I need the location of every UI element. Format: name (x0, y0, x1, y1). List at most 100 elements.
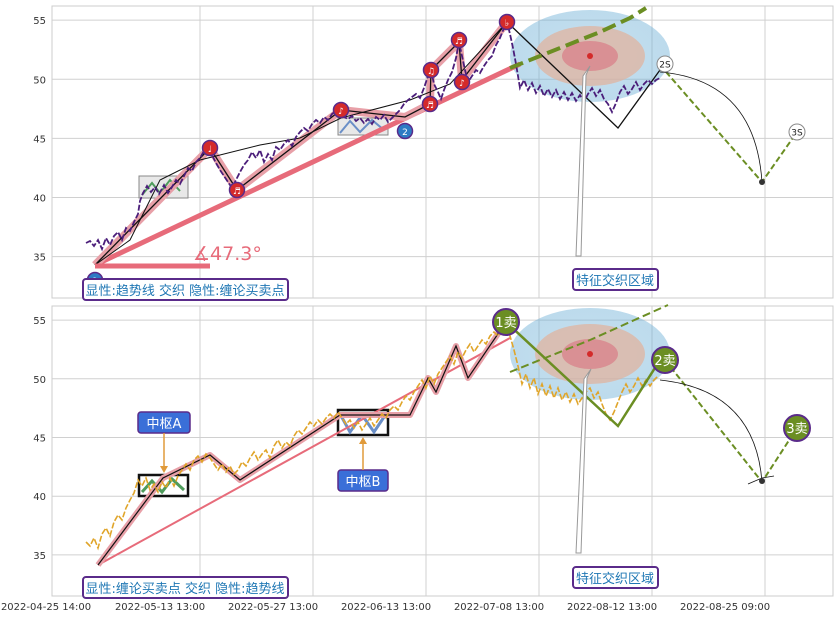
y-tick-label: 40 (33, 492, 46, 503)
top-forecast-arc (659, 71, 763, 183)
top-marker-label: ♩ (208, 145, 212, 155)
bottom-plot-area (51, 305, 834, 597)
top-marker: ♭ (498, 13, 516, 31)
top-marker: ♬ (421, 95, 439, 113)
y-tick-label: 50 (33, 75, 46, 86)
sell-point-marker: 1卖 (492, 308, 520, 336)
top-marker-label: ♬ (455, 37, 463, 47)
top-marker-label: ♪ (338, 107, 344, 117)
top-marker-dot (421, 95, 439, 113)
y-tick-label: 55 (33, 16, 46, 27)
top-marker-label: ♫ (427, 67, 435, 77)
top-forecast-dot (788, 123, 806, 141)
bottom-price-series (85, 322, 659, 551)
sell-point-dot (651, 346, 679, 374)
sell-point-label: 3卖 (786, 422, 807, 437)
y-tick-label: 50 (33, 375, 46, 386)
top-marker-label: ♬ (426, 101, 434, 111)
top-marker-label: ♪ (459, 79, 465, 89)
top-marker-label: 2 (402, 128, 408, 138)
angle-label: ∡47.3° (193, 243, 262, 265)
top-trend-line (93, 61, 522, 268)
bottom-caption: 显性:缠论买卖点 交织 隐性:趋势线 (85, 581, 284, 597)
top-marker-dot (498, 13, 516, 31)
top-extension-dash (509, 6, 648, 70)
bottom-extension-dash (509, 304, 669, 373)
x-tick-label: 2022-08-12 13:00 (567, 602, 657, 613)
top-marker-dot (453, 73, 471, 91)
top-marker-label: ♭ (505, 19, 509, 29)
sell-point-label: 1卖 (495, 316, 516, 331)
top-marker: ♪ (453, 73, 471, 91)
top-marker-dot (201, 139, 219, 157)
top-plot-area (51, 5, 834, 299)
zone-b-label: 中枢B (346, 475, 381, 490)
x-tick-label: 2022-07-08 13:00 (454, 602, 544, 613)
y-tick-label: 45 (33, 134, 46, 145)
top-marker-dot (228, 181, 246, 199)
bottom-region-arrow (575, 368, 592, 554)
y-tick-label: 45 (33, 433, 46, 444)
top-marker-label: ♬ (233, 187, 241, 197)
y-tick-label: 40 (33, 194, 46, 205)
top-region-arrow (575, 65, 591, 257)
x-tick-label: 2022-05-13 13:00 (115, 602, 205, 613)
top-forecast-label: 3S (791, 129, 803, 139)
bottom-forecast-point (759, 478, 765, 484)
y-tick-label: 55 (33, 316, 46, 327)
top-forecast-point (759, 179, 765, 185)
top-zone-b-zigzag (339, 118, 385, 134)
bottom-y-ticks: 35 40 45 50 55 (33, 316, 46, 562)
top-caption-box (82, 278, 289, 301)
top-marker: ♩ (201, 139, 219, 157)
top-region-label: 特征交织区域 (576, 273, 654, 289)
top-forecast-label: 2S (659, 61, 671, 71)
bottom-forecast-arc (659, 379, 763, 483)
top-feature-region (510, 10, 670, 102)
bottom-region-label: 特征交织区域 (576, 571, 654, 587)
top-forecast-marker: 3S (788, 123, 806, 141)
top-lines (85, 6, 798, 268)
bottom-feature-region (510, 308, 670, 400)
zone-a-label: 中枢A (147, 417, 182, 432)
top-marker-dot (422, 61, 440, 79)
bottom-zone-a-zigzag (140, 476, 186, 495)
top-forecast-marker: 2S (656, 55, 674, 73)
bottom-markers: 1卖 2卖 3卖 (492, 308, 811, 442)
y-tick-label: 35 (33, 253, 46, 264)
sell-point-marker: 2卖 (651, 346, 679, 374)
x-tick-label: 2022-08-25 09:00 (680, 602, 770, 613)
sell-point-dot (492, 308, 520, 336)
zone-b-arrowhead (359, 437, 367, 444)
top-caption: 显性:趋势线 交织 隐性:缠论买卖点 (85, 283, 284, 299)
x-tick-label: 2022-06-13 13:00 (341, 602, 431, 613)
bottom-caption-box (82, 576, 289, 599)
top-marker-dot (450, 31, 468, 49)
top-marker: ♬ (450, 31, 468, 49)
bottom-sell-path (505, 321, 662, 428)
top-region-label-box (572, 268, 659, 291)
sell-point-label: 2卖 (654, 354, 675, 369)
top-price-series (85, 19, 661, 252)
top-marker: 2 (396, 122, 414, 140)
top-forecast-dot (656, 55, 674, 73)
zone-a-arrowhead (160, 466, 168, 473)
bottom-grid (52, 306, 833, 596)
sell-point-dot (783, 414, 811, 442)
x-tick-label: 2022-05-27 13:00 (228, 602, 318, 613)
top-marker: ♬ (228, 181, 246, 199)
top-marker: ♪ (332, 101, 350, 119)
top-y-ticks: 35 40 45 50 55 (33, 16, 46, 263)
bottom-panel: 35 40 45 50 55 2022-04-25 14:00 2022-05-13 13… (1, 304, 834, 613)
top-stroke-line (94, 21, 661, 266)
bottom-region-label-box (572, 566, 659, 589)
top-marker-dot (332, 101, 350, 119)
y-tick-label: 35 (33, 551, 46, 562)
top-marker: ♫ (422, 61, 440, 79)
x-tick-label: 2022-04-25 14:00 (1, 602, 91, 613)
sell-point-marker: 3卖 (783, 414, 811, 442)
bottom-x-ticks: 2022-04-25 14:00 2022-05-13 13:00 2022-05-… (1, 602, 770, 613)
